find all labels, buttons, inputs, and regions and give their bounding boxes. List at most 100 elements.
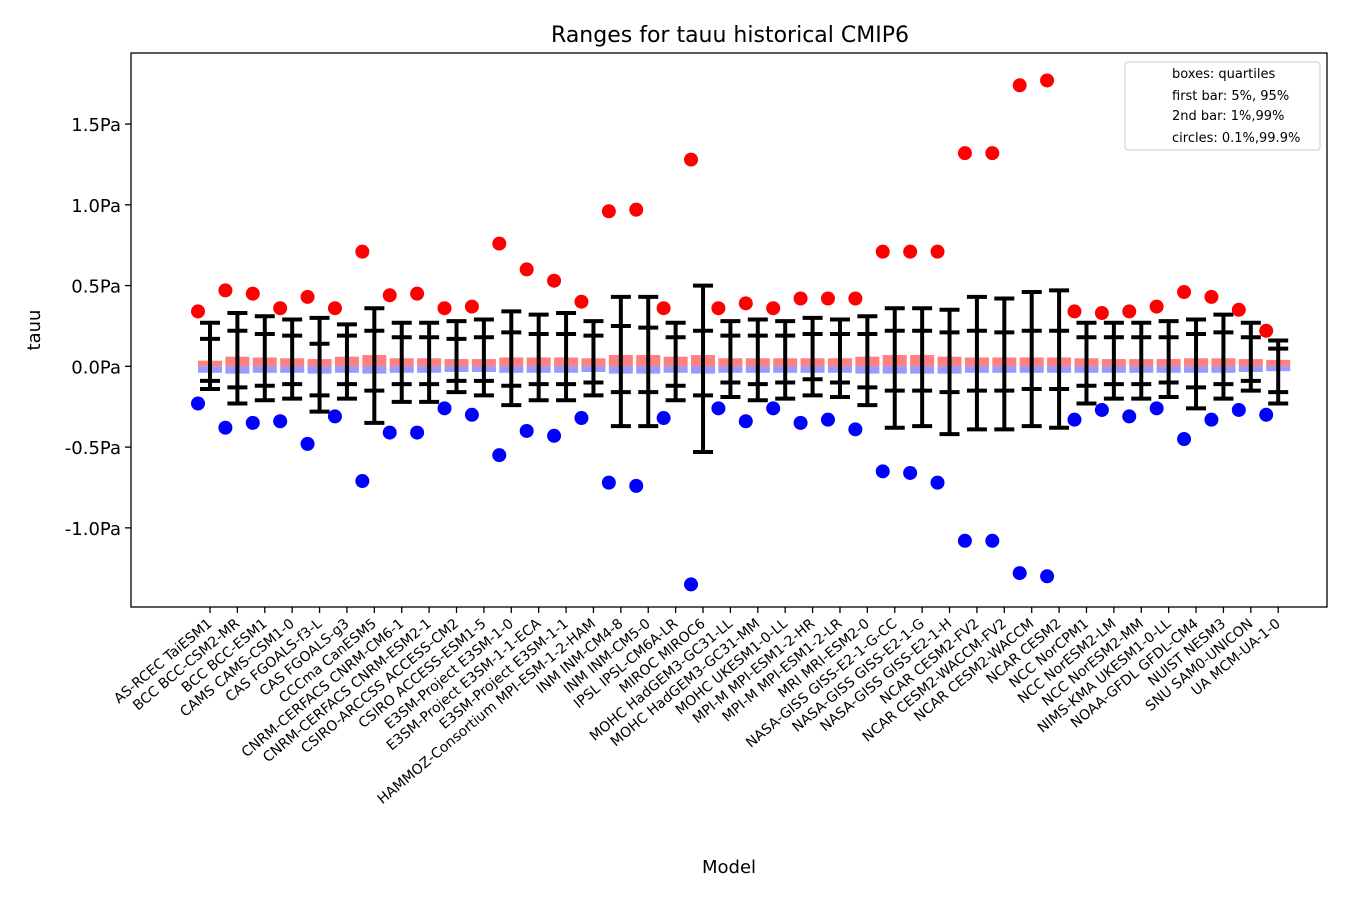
circle-999 bbox=[218, 283, 233, 298]
circle-001 bbox=[245, 415, 260, 430]
circle-999 bbox=[601, 204, 616, 219]
circle-999 bbox=[1012, 78, 1027, 93]
circle-999 bbox=[410, 286, 425, 301]
circle-001 bbox=[820, 412, 835, 427]
percentile-bars bbox=[200, 283, 1289, 454]
legend-entry: boxes: quartiles bbox=[1172, 67, 1276, 82]
circle-999 bbox=[519, 262, 534, 277]
legend: boxes: quartiles first bar: 5%, 95% 2nd … bbox=[1124, 61, 1321, 151]
circle-999 bbox=[382, 288, 397, 303]
circle-001 bbox=[300, 436, 315, 451]
circle-001 bbox=[437, 401, 452, 416]
circle-999 bbox=[930, 244, 945, 259]
circle-001 bbox=[1259, 407, 1274, 422]
circle-999 bbox=[985, 146, 1000, 161]
circle-001 bbox=[957, 533, 972, 548]
quartile-boxes bbox=[198, 355, 1291, 374]
circle-001 bbox=[191, 396, 205, 411]
circle-999 bbox=[738, 296, 753, 311]
extreme-circles bbox=[191, 73, 1274, 592]
circle-001 bbox=[1177, 432, 1192, 447]
circle-999 bbox=[492, 236, 507, 251]
circle-999 bbox=[629, 202, 644, 217]
circle-999 bbox=[273, 301, 288, 316]
circle-999 bbox=[1067, 304, 1082, 319]
circle-001 bbox=[1012, 566, 1027, 581]
circle-999 bbox=[1122, 304, 1137, 319]
circle-999 bbox=[191, 304, 205, 319]
y-tick-label: 0.0Pa bbox=[71, 357, 121, 378]
circle-001 bbox=[711, 401, 726, 416]
legend-entry: 2nd bar: 1%,99% bbox=[1172, 109, 1284, 124]
circle-001 bbox=[985, 533, 1000, 548]
circle-999 bbox=[875, 244, 890, 259]
circle-999 bbox=[1149, 299, 1164, 314]
y-axis: 1.5Pa 1.0Pa 0.5Pa 0.0Pa -0.5Pa -1.0Pa bbox=[65, 115, 131, 540]
circle-001 bbox=[355, 474, 370, 489]
circle-999 bbox=[1040, 73, 1055, 88]
circle-001 bbox=[382, 425, 397, 440]
circle-999 bbox=[766, 301, 781, 316]
circle-001 bbox=[519, 423, 534, 438]
y-tick-label: -1.0Pa bbox=[65, 519, 121, 540]
x-axis-label: Model bbox=[702, 857, 756, 878]
circle-999 bbox=[464, 299, 479, 314]
y-tick-label: -0.5Pa bbox=[65, 438, 121, 459]
circle-001 bbox=[273, 414, 288, 429]
circle-001 bbox=[793, 415, 808, 430]
circle-001 bbox=[875, 464, 890, 479]
circle-001 bbox=[903, 465, 918, 480]
circle-999 bbox=[793, 291, 808, 306]
circle-001 bbox=[684, 577, 699, 592]
legend-box bbox=[1124, 61, 1321, 151]
circle-001 bbox=[464, 407, 479, 422]
circle-001 bbox=[1231, 402, 1246, 417]
circle-001 bbox=[218, 420, 233, 435]
y-tick-label: 1.5Pa bbox=[71, 115, 121, 136]
circle-001 bbox=[848, 422, 863, 437]
circle-001 bbox=[327, 409, 342, 424]
circle-001 bbox=[1040, 569, 1055, 584]
circle-999 bbox=[1204, 289, 1219, 304]
circle-001 bbox=[1122, 409, 1137, 424]
circle-999 bbox=[711, 301, 726, 316]
circle-001 bbox=[738, 414, 753, 429]
plot-area bbox=[130, 52, 1328, 608]
y-tick-label: 0.5Pa bbox=[71, 277, 121, 298]
circle-001 bbox=[601, 475, 616, 490]
circle-999 bbox=[903, 244, 918, 259]
circle-001 bbox=[574, 411, 589, 426]
circle-999 bbox=[848, 291, 863, 306]
circle-001 bbox=[1067, 412, 1082, 427]
circle-001 bbox=[766, 401, 781, 416]
circle-001 bbox=[656, 411, 671, 426]
circle-999 bbox=[327, 301, 342, 316]
circle-001 bbox=[547, 428, 562, 443]
circle-001 bbox=[1094, 402, 1109, 417]
circle-999 bbox=[1259, 323, 1274, 338]
circle-999 bbox=[574, 294, 589, 309]
y-tick-label: 1.0Pa bbox=[71, 196, 121, 217]
circle-001 bbox=[1149, 401, 1164, 416]
circle-999 bbox=[957, 146, 972, 161]
circle-999 bbox=[355, 244, 370, 259]
circle-001 bbox=[492, 448, 507, 463]
circle-001 bbox=[410, 425, 425, 440]
circle-999 bbox=[245, 286, 260, 301]
y-axis-label: tauu bbox=[24, 310, 45, 351]
circle-999 bbox=[1094, 306, 1109, 321]
circle-999 bbox=[820, 291, 835, 306]
circle-001 bbox=[930, 475, 945, 490]
circle-999 bbox=[1231, 302, 1246, 317]
circle-001 bbox=[1204, 412, 1219, 427]
circle-999 bbox=[547, 273, 562, 288]
circle-999 bbox=[1177, 285, 1192, 300]
circle-999 bbox=[684, 152, 699, 167]
legend-entry: first bar: 5%, 95% bbox=[1172, 89, 1289, 104]
chart-title: Ranges for tauu historical CMIP6 bbox=[551, 23, 909, 48]
circle-001 bbox=[629, 478, 644, 493]
circle-999 bbox=[300, 289, 315, 304]
circle-999 bbox=[656, 301, 671, 316]
